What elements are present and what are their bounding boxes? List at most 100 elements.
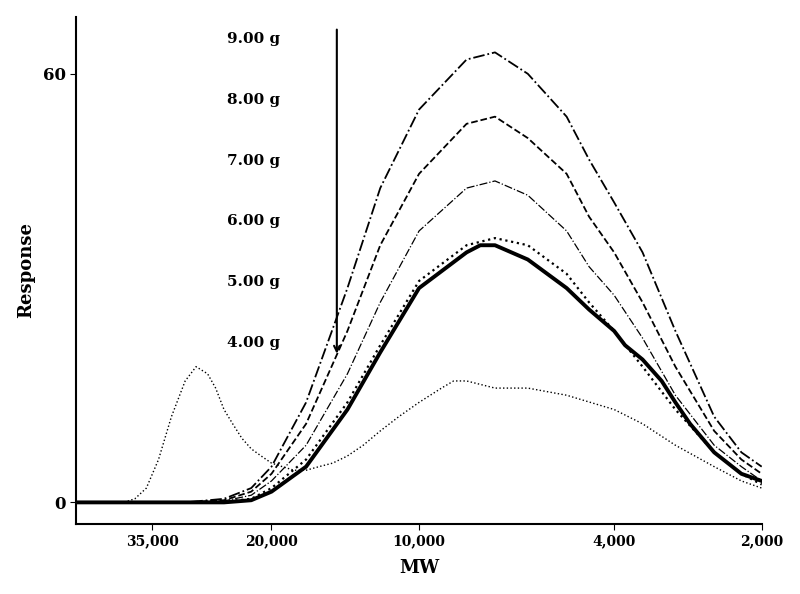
4.00 g [246, 446, 256, 453]
7.00 g [670, 391, 680, 399]
9.00 g [490, 49, 500, 56]
8.00 g [757, 470, 766, 478]
7.00 g [414, 228, 424, 235]
5.00 g [119, 499, 129, 506]
5.00 g [737, 470, 746, 478]
4.00 g [710, 463, 719, 470]
7.00 g [266, 478, 276, 485]
Line: 7.00 g: 7.00 g [77, 181, 762, 503]
4.00 g [278, 463, 287, 470]
9.00 g [147, 499, 157, 506]
9.00 g [375, 185, 385, 192]
5.00 g [657, 377, 666, 384]
9.00 g [342, 285, 352, 292]
5.00 g [414, 285, 424, 292]
Line: 4.00 g: 4.00 g [77, 366, 762, 503]
7.00 g [72, 499, 82, 506]
9.00 g [757, 463, 766, 470]
4.00 g [375, 428, 385, 435]
5.00 g [610, 327, 619, 334]
8.00 g [638, 299, 647, 306]
8.00 g [180, 499, 190, 506]
4.00 g [449, 377, 458, 384]
9.00 g [219, 495, 229, 503]
9.00 g [72, 499, 82, 506]
4.00 g [166, 413, 176, 420]
5.00 g [475, 242, 485, 249]
7.00 g [638, 334, 647, 342]
9.00 g [180, 499, 190, 506]
4.00 g [394, 413, 403, 420]
4.00 g [289, 467, 298, 474]
5.00 g [584, 306, 594, 313]
9.00 g [302, 399, 311, 406]
7.00 g [462, 185, 471, 192]
7.00 g [180, 499, 190, 506]
7.00 g [737, 463, 746, 470]
7.00 g [219, 497, 229, 504]
8.00 g [670, 363, 680, 370]
4.00 g [237, 435, 246, 442]
7.00 g [119, 499, 129, 506]
7.00 g [757, 478, 766, 485]
6.00 g [610, 327, 619, 334]
8.00 g [72, 499, 82, 506]
5.00 g [180, 499, 190, 506]
Text: 5.00 g: 5.00 g [227, 275, 280, 289]
Line: 9.00 g: 9.00 g [77, 52, 762, 503]
6.00 g [757, 481, 766, 488]
4.00 g [154, 456, 163, 463]
5.00 g [462, 249, 471, 256]
4.00 g [757, 485, 766, 492]
5.00 g [490, 242, 500, 249]
4.00 g [437, 384, 446, 391]
6.00 g [670, 406, 680, 413]
Y-axis label: Response: Response [17, 222, 34, 318]
4.00 g [342, 453, 352, 460]
5.00 g [302, 463, 311, 470]
9.00 g [584, 156, 594, 163]
4.00 g [228, 420, 238, 427]
9.00 g [119, 499, 129, 506]
9.00 g [710, 413, 719, 420]
9.00 g [246, 485, 256, 492]
6.00 g [562, 270, 571, 277]
7.00 g [302, 442, 311, 449]
5.00 g [375, 349, 385, 356]
8.00 g [375, 242, 385, 249]
8.00 g [414, 170, 424, 178]
5.00 g [620, 342, 630, 349]
6.00 g [490, 235, 500, 242]
6.00 g [375, 342, 385, 349]
7.00 g [246, 492, 256, 499]
Line: 6.00 g: 6.00 g [77, 238, 762, 503]
6.00 g [266, 485, 276, 492]
9.00 g [414, 106, 424, 113]
7.00 g [562, 228, 571, 235]
6.00 g [219, 498, 229, 505]
6.00 g [737, 470, 746, 478]
7.00 g [490, 178, 500, 185]
6.00 g [462, 242, 471, 249]
4.00 g [737, 478, 746, 485]
5.00 g [670, 399, 680, 406]
8.00 g [462, 120, 471, 127]
8.00 g [266, 470, 276, 478]
4.00 g [358, 442, 368, 449]
6.00 g [523, 242, 533, 249]
4.00 g [256, 453, 266, 460]
5.00 g [342, 406, 352, 413]
5.00 g [638, 356, 647, 363]
8.00 g [610, 249, 619, 256]
4.00 g [562, 391, 571, 399]
4.00 g [211, 384, 221, 391]
6.00 g [342, 399, 352, 406]
4.00 g [219, 406, 229, 413]
9.00 g [737, 449, 746, 456]
9.00 g [610, 199, 619, 206]
6.00 g [180, 499, 190, 506]
9.00 g [562, 113, 571, 120]
4.00 g [302, 467, 311, 474]
9.00 g [670, 327, 680, 334]
4.00 g [72, 499, 82, 506]
